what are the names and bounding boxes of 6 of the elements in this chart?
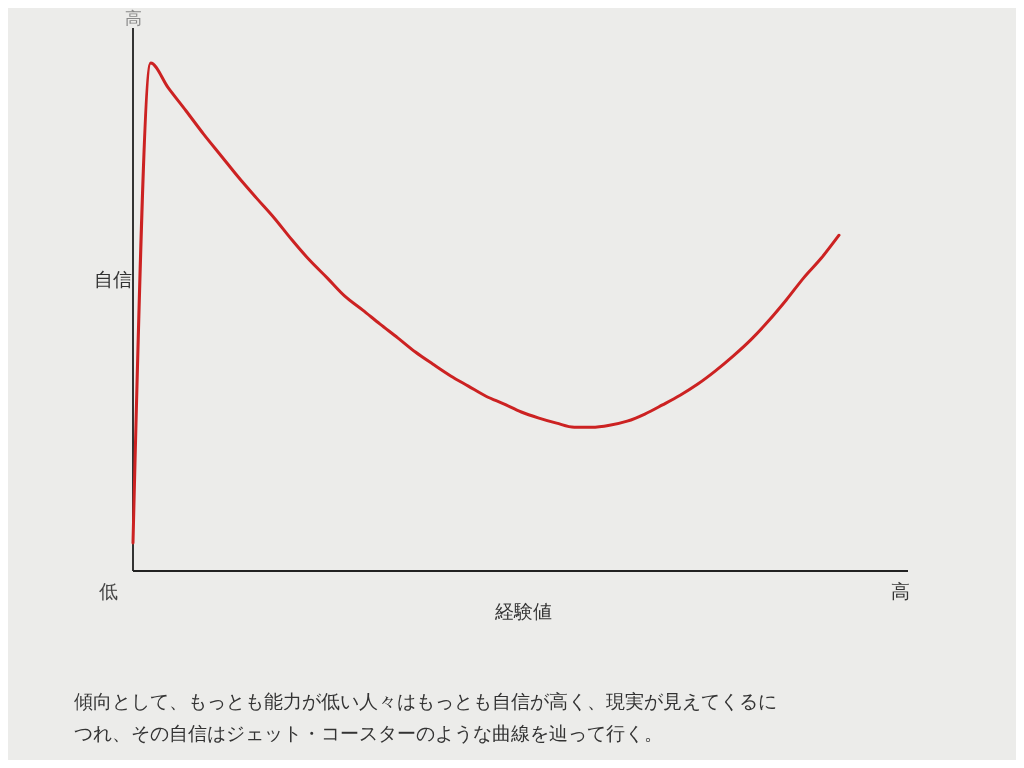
text: 低 (98, 580, 118, 602)
y-axis-title: 自信 (94, 268, 132, 290)
x-axis-title: 経験値 (493, 600, 552, 622)
text: 高 (124, 8, 142, 28)
text: 高 (890, 580, 910, 602)
text: 傾向として、もっとも能力が低い人々はもっとも自信が高く、現実が見えてくるにつれ、その自信はジェット・コースターのような曲線を辿って行く。 (74, 690, 777, 744)
